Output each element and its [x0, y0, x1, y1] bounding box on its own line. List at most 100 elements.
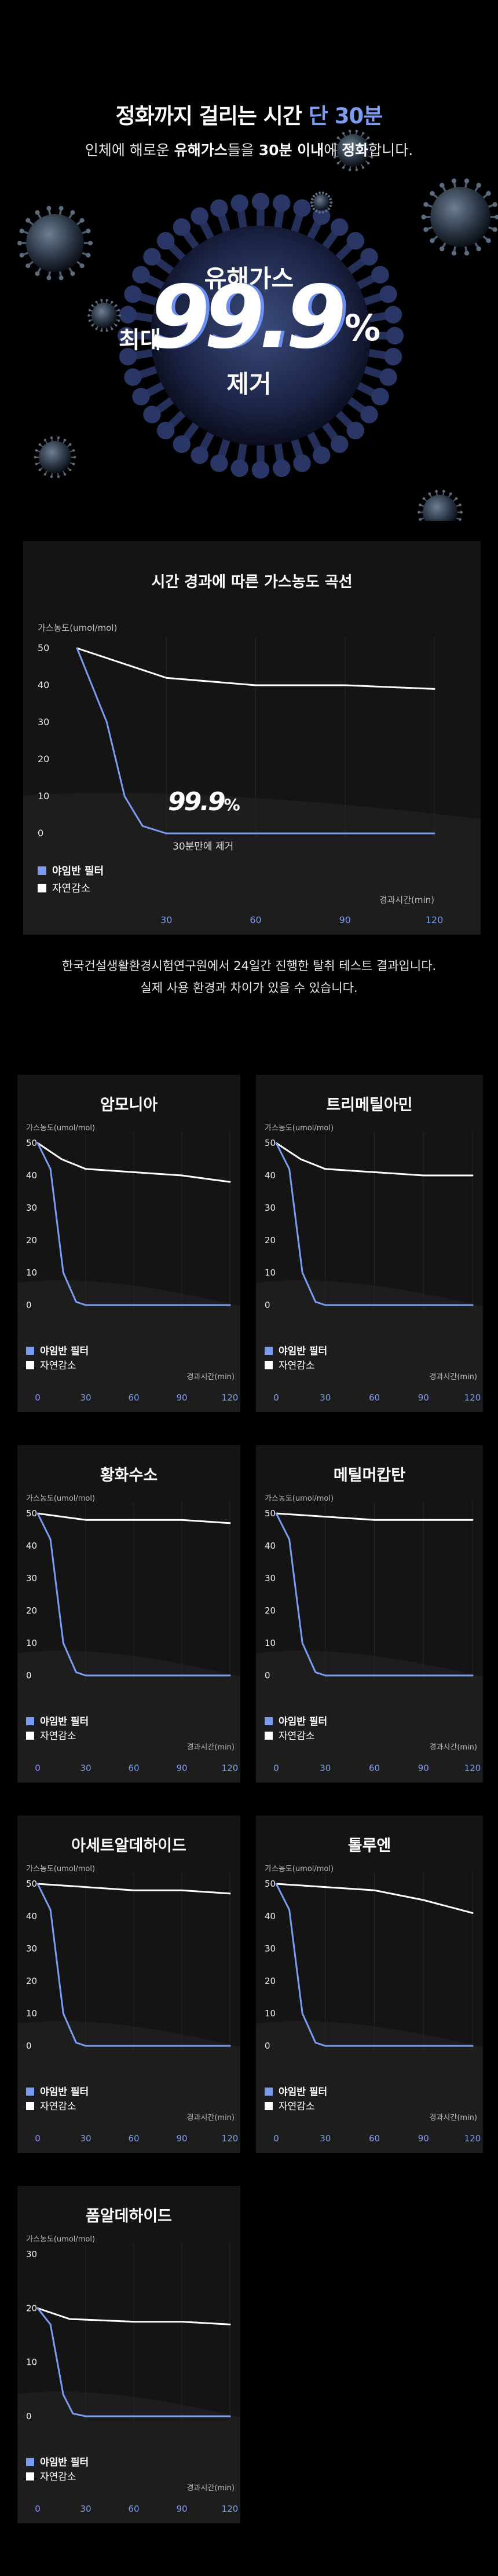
hero-title-accent: 단 30분: [308, 104, 383, 128]
series-line-natural: [36, 1512, 231, 1524]
x-tick-label: 120: [464, 1392, 481, 1403]
y-tick-label: 50: [38, 642, 49, 653]
legend-swatch-filter: [26, 1717, 34, 1725]
legend-label-natural: 자연감소: [279, 1360, 315, 1372]
series-line-filter: [36, 1142, 231, 1306]
test-note: 한국건설생활환경시험연구원에서 24일간 진행한 탈취 테스트 결과입니다. 실…: [0, 955, 498, 999]
badge-percent: %: [224, 795, 240, 814]
x-tick-label: 90: [176, 2133, 187, 2144]
badge-caption: 30분만에 제거: [173, 841, 234, 852]
legend-swatch-natural: [26, 1732, 34, 1740]
hero-section: 정화까지 걸리는 시간 단 30분 인체에 해로운 유해가스들을 30분 이내에…: [0, 0, 498, 521]
chart-card-ammonia: 암모니아 가스농도(umol/mol) 0 10 20 30 40 50 야임반 필터 자연감소…: [17, 1075, 240, 1412]
x-axis-label: 경과시간(min): [187, 2114, 235, 2122]
legend-swatch-filter: [26, 2088, 34, 2096]
chart-title: 아세트알데하이드: [71, 1837, 186, 1855]
x-tick-label: 0: [273, 1392, 279, 1403]
y-tick-label: 50: [26, 1879, 37, 1889]
chart-floor: [23, 793, 481, 935]
chart-svg: 가스농도(umol/mol) 0 10 20 30 40 50 야임반 필터자연감소경과시간(…: [17, 1865, 240, 2153]
x-tick-label: 60: [128, 1763, 139, 1773]
virus-icon: [17, 205, 93, 281]
x-tick-label: 0: [35, 2133, 41, 2144]
big-stat-top: 유해가스: [204, 264, 294, 293]
y-tick-label: 10: [265, 1638, 276, 1648]
y-tick-label: 0: [26, 1300, 32, 1310]
y-tick-label: 50: [26, 1138, 37, 1148]
y-tick-label: 30: [265, 1573, 276, 1583]
x-tick-label: 0: [273, 1763, 279, 1773]
x-axis-label: 경과시간(min): [430, 1373, 478, 1381]
series-line-natural: [76, 647, 435, 690]
chart-svg: 가스농도(umol/mol) 0 10 20 30 40 50 야임반 필터자연감소경과시간(…: [256, 1124, 483, 1412]
series-line-natural: [275, 1883, 474, 1914]
x-tick-label: 120: [222, 2133, 239, 2144]
y-tick-label: 50: [265, 1508, 276, 1519]
x-tick-label: 120: [426, 914, 444, 925]
legend-label-natural: 자연감소: [52, 883, 90, 895]
y-axis-label: 가스농도(umol/mol): [26, 1494, 95, 1503]
big-stat: 유해가스 최대 99.9 % 제거: [0, 237, 498, 411]
series-line-natural: [275, 1142, 474, 1177]
big-stat-bottom: 제거: [226, 370, 272, 398]
x-tick-label: 60: [369, 1763, 380, 1773]
y-tick-label: 30: [38, 716, 49, 727]
virus-background: [17, 130, 498, 521]
big-stat-percent: %: [345, 307, 381, 349]
x-tick-label: 90: [418, 1763, 429, 1773]
legend-swatch-natural: [26, 1361, 34, 1369]
chart-title: 시간 경과에 따른 가스농도 곡선: [151, 574, 353, 591]
series-line-filter: [275, 1512, 474, 1677]
y-tick-label: 30: [265, 1943, 276, 1954]
series-line-natural: [36, 1142, 231, 1183]
x-tick-label: 60: [128, 2133, 139, 2144]
x-tick-label: 120: [464, 1763, 481, 1773]
chart-title: 트리메틸아민: [326, 1096, 413, 1114]
y-tick-label: 40: [265, 1170, 276, 1181]
chart-floor: [17, 2391, 240, 2523]
chart-svg: 가스농도(umol/mol) 0 10 20 30 40 50 야임반 필터자연감소경과시간(…: [17, 1124, 240, 1412]
x-tick-label: 120: [222, 1763, 239, 1773]
x-axis-label: 경과시간(min): [430, 2114, 478, 2122]
virus-icon: [418, 490, 463, 521]
chart-svg: 가스농도(umol/mol) 0 10 20 30 40 50 야임반 필터자연감소경과시간(…: [256, 1865, 483, 2153]
legend-swatch-filter: [26, 2458, 34, 2466]
legend-label-natural: 자연감소: [40, 1730, 76, 1742]
chart-floor: [256, 1651, 483, 1783]
legend-label-filter: 야임반 필터: [279, 2086, 327, 2098]
x-tick-label: 0: [35, 2504, 41, 2514]
y-tick-label: 40: [26, 1170, 37, 1181]
y-tick-label: 40: [26, 1541, 37, 1551]
y-tick-label: 20: [26, 1976, 37, 1986]
chart-floor: [17, 2021, 240, 2153]
chart-title: 암모니아: [100, 1096, 158, 1114]
chart-card-methyl-mercaptan: 메틸머캅탄 가스농도(umol/mol) 0 10 20 30 40 50 야임반 필터 자연감…: [256, 1445, 483, 1783]
hero-subtitle: 인체에 해로운 유해가스들을 30분 이내에 정화합니다.: [85, 142, 413, 159]
chart-floor: [17, 1651, 240, 1783]
test-note-line2: 실제 사용 환경과 차이가 있을 수 있습니다.: [140, 981, 358, 995]
y-axis-label: 가스농도(umol/mol): [265, 1494, 334, 1503]
chart-card-acetaldehyde: 아세트알데하이드 가스농도(umol/mol) 0 10 20 30 40 50 야임반 필터…: [17, 1816, 240, 2153]
x-axis-label: 경과시간(min): [187, 2484, 235, 2493]
y-tick-label: 10: [26, 1267, 37, 1278]
y-tick-label: 20: [26, 1235, 37, 1245]
chart-card-toluene: 톨루엔 가스농도(umol/mol) 0 10 20 30 40 50 야임반 필터 자연감소 경…: [256, 1816, 483, 2153]
chart-title: 메틸머캅탄: [333, 1467, 406, 1484]
series-line-filter: [76, 647, 435, 835]
y-tick-label: 10: [265, 1267, 276, 1278]
chart-card-trimethylamine: 트리메틸아민 가스농도(umol/mol) 0 10 20 30 40 50 야임반 필터 자연…: [256, 1075, 483, 1412]
y-tick-label: 0: [38, 828, 43, 839]
y-tick-label: 40: [265, 1541, 276, 1551]
legend-swatch-natural: [38, 884, 46, 892]
x-tick-label: 60: [128, 2504, 139, 2514]
x-axis-label: 경과시간(min): [379, 895, 434, 905]
legend-label-filter: 야임반 필터: [52, 865, 104, 877]
x-tick-label: 30: [80, 2504, 91, 2514]
legend-swatch-natural: [265, 1361, 273, 1369]
hero-title: 정화까지 걸리는 시간 단 30분: [115, 104, 383, 128]
virus-icon: [34, 436, 76, 478]
x-axis-label: 경과시간(min): [187, 1373, 235, 1381]
legend-label-natural: 자연감소: [40, 2101, 76, 2112]
legend-label-natural: 자연감소: [279, 1730, 315, 1742]
legend-swatch-filter: [265, 1717, 273, 1725]
